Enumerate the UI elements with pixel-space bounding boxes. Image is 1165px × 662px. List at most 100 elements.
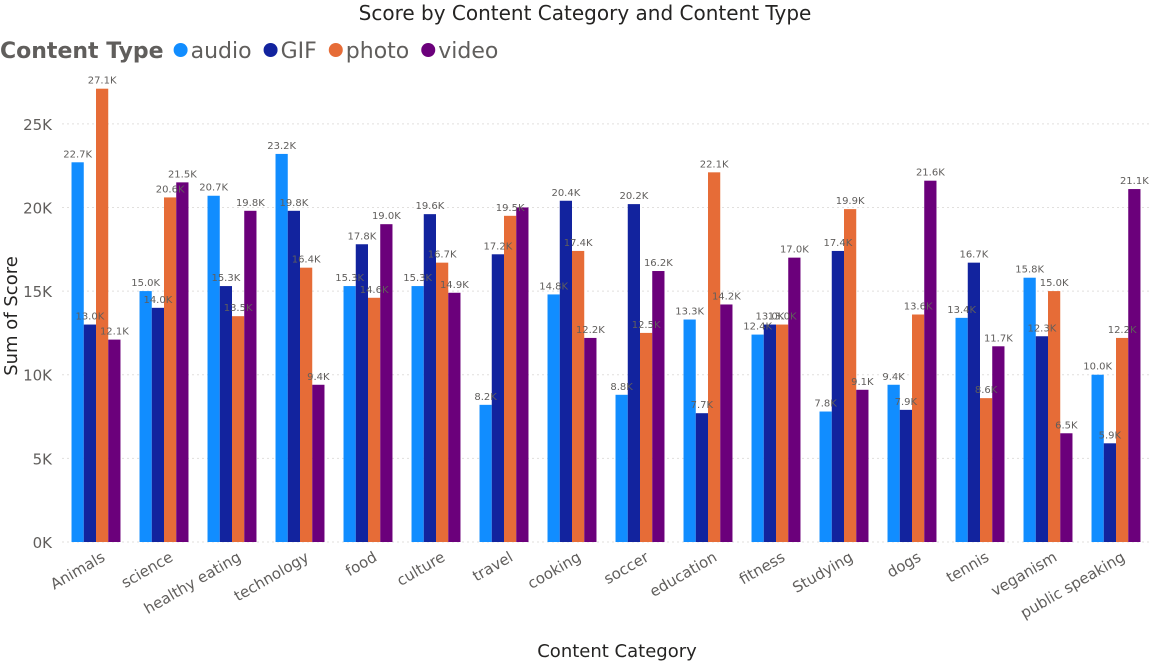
bar-video[interactable]	[176, 182, 189, 542]
data-label: 13.0K	[755, 312, 784, 323]
bar-audio[interactable]	[479, 404, 492, 542]
y-axis-title: Sum of Score	[1, 256, 22, 376]
data-label: 20.7K	[199, 183, 228, 194]
y-tick-label: 15K	[23, 283, 53, 301]
bar-video[interactable]	[516, 207, 529, 543]
bar-audio[interactable]	[207, 195, 220, 542]
data-label: 6.5K	[1055, 420, 1078, 431]
bar-audio[interactable]	[411, 286, 424, 542]
data-label: 16.7K	[428, 250, 457, 261]
chart-title: Score by Content Category and Content Ty…	[359, 1, 812, 25]
bar-photo[interactable]	[1048, 291, 1061, 542]
bar-GIF[interactable]	[627, 204, 640, 543]
y-tick-label: 20K	[23, 199, 53, 217]
data-label: 16.2K	[644, 258, 673, 269]
data-label: 20.6K	[156, 184, 185, 195]
x-tick-label: travel	[469, 548, 516, 585]
data-label: 19.9K	[836, 196, 865, 207]
data-label: 20.2K	[619, 191, 648, 202]
bar-GIF[interactable]	[219, 286, 232, 542]
bar-GIF[interactable]	[695, 413, 708, 542]
bar-video[interactable]	[108, 339, 121, 542]
bar-photo[interactable]	[572, 250, 585, 543]
bar-video[interactable]	[584, 337, 597, 542]
bar-video[interactable]	[380, 224, 393, 542]
bar-GIF[interactable]	[967, 262, 980, 542]
bar-video[interactable]	[992, 346, 1005, 542]
bar-video[interactable]	[448, 292, 461, 542]
bar-photo[interactable]	[300, 267, 313, 542]
data-label: 8.6K	[975, 385, 998, 396]
bar-photo[interactable]	[776, 324, 789, 542]
bar-audio[interactable]	[955, 317, 968, 542]
bar-GIF[interactable]	[899, 409, 912, 542]
bar-GIF[interactable]	[491, 254, 504, 543]
bar-GIF[interactable]	[355, 244, 368, 542]
data-label: 13.5K	[224, 303, 253, 314]
bar-photo[interactable]	[164, 197, 177, 542]
bar-audio[interactable]	[275, 153, 288, 542]
data-label: 19.8K	[236, 198, 265, 209]
x-tick-label: dogs	[884, 548, 924, 582]
data-label: 7.7K	[691, 400, 714, 411]
data-label: 9.1K	[851, 377, 874, 388]
bar-video[interactable]	[788, 257, 801, 542]
bar-video[interactable]	[924, 180, 937, 542]
bar-audio[interactable]	[751, 334, 764, 542]
bar-photo[interactable]	[436, 262, 449, 542]
bar-photo[interactable]	[708, 172, 721, 542]
x-tick-label: cooking	[524, 548, 584, 593]
bar-photo[interactable]	[368, 297, 381, 542]
bar-audio[interactable]	[615, 394, 628, 542]
bar-audio[interactable]	[887, 384, 900, 542]
bar-audio[interactable]	[1091, 374, 1104, 542]
data-label: 16.7K	[959, 250, 988, 261]
bar-video[interactable]	[720, 304, 733, 542]
bar-photo[interactable]	[640, 332, 653, 542]
y-tick-label: 10K	[23, 367, 53, 385]
bar-GIF[interactable]	[763, 324, 776, 542]
bar-GIF[interactable]	[1103, 443, 1116, 542]
data-label: 8.8K	[610, 382, 633, 393]
bar-photo[interactable]	[96, 88, 109, 542]
bar-GIF[interactable]	[287, 210, 300, 543]
bar-audio[interactable]	[343, 286, 356, 542]
bar-GIF[interactable]	[831, 250, 844, 543]
x-tick-label: education	[647, 548, 720, 601]
bar-GIF[interactable]	[559, 200, 572, 542]
data-label: 17.4K	[564, 238, 593, 249]
bar-video[interactable]	[312, 384, 325, 542]
bar-audio[interactable]	[1023, 277, 1036, 542]
data-label: 12.1K	[100, 327, 129, 338]
bar-audio[interactable]	[139, 291, 152, 542]
bar-video[interactable]	[1060, 433, 1073, 542]
data-label: 13.3K	[675, 307, 704, 318]
bar-photo[interactable]	[980, 398, 993, 542]
legend-label-GIF: GIF	[281, 39, 317, 64]
bar-video[interactable]	[244, 210, 257, 543]
bar-audio[interactable]	[71, 162, 84, 543]
bar-GIF[interactable]	[423, 214, 436, 543]
bar-GIF[interactable]	[151, 307, 164, 542]
bar-GIF[interactable]	[83, 324, 96, 542]
bar-video[interactable]	[856, 389, 869, 542]
y-tick-label: 0K	[33, 534, 54, 552]
legend-marker-GIF	[263, 43, 278, 57]
bar-video[interactable]	[1128, 189, 1141, 542]
bar-photo[interactable]	[844, 209, 857, 543]
bar-photo[interactable]	[1116, 337, 1129, 542]
x-tick-label: culture	[394, 548, 448, 590]
bar-photo[interactable]	[912, 314, 925, 542]
bar-GIF[interactable]	[1035, 336, 1048, 542]
bar-audio[interactable]	[683, 319, 696, 542]
data-label: 11.7K	[984, 333, 1013, 344]
bar-video[interactable]	[652, 271, 665, 542]
bar-audio[interactable]	[819, 411, 832, 542]
bar-photo[interactable]	[504, 215, 517, 542]
data-label: 27.1K	[88, 76, 117, 87]
bar-photo[interactable]	[232, 316, 245, 542]
bar-audio[interactable]	[547, 294, 560, 542]
data-label: 12.2K	[576, 325, 605, 336]
legend-label-video: video	[438, 39, 498, 64]
